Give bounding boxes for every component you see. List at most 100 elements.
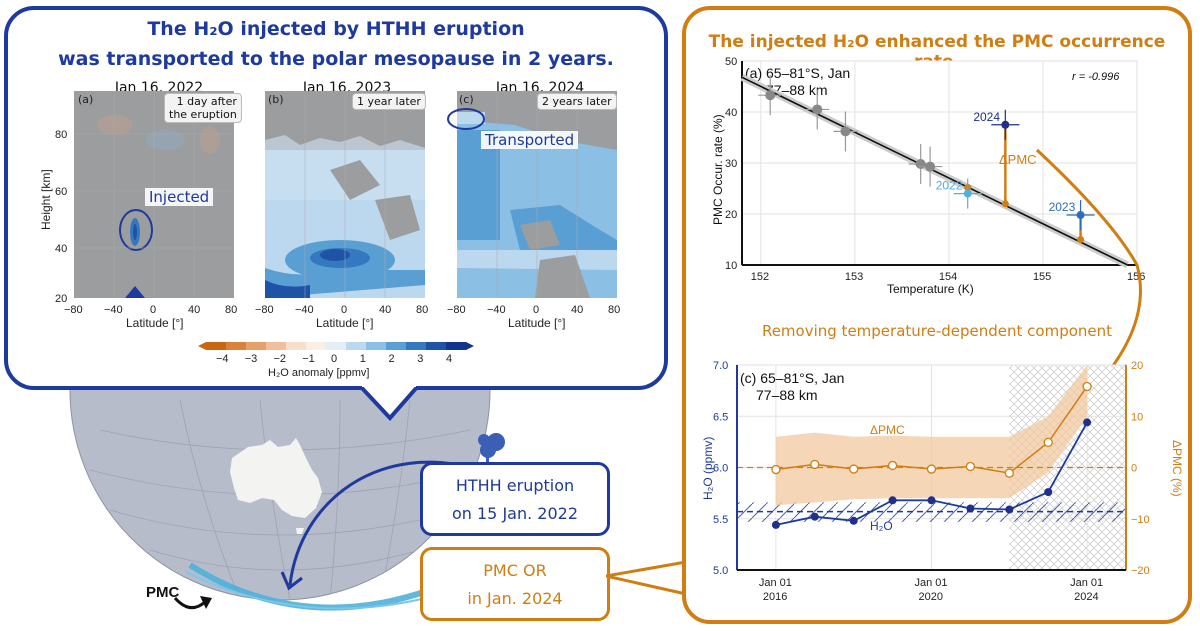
colorbar-swatch [306, 342, 327, 350]
fit-line [741, 76, 1128, 266]
x-tick: 40 [188, 304, 200, 316]
colorbar-swatch [246, 342, 267, 350]
h2o-point [849, 516, 858, 525]
colorbar-swatch [366, 342, 387, 350]
h2o-point [1083, 418, 1092, 427]
scatter-point [812, 104, 823, 115]
dpmc-point [965, 461, 976, 472]
ts-y-tick-left: 6.0 [713, 463, 728, 475]
injected-circle [119, 209, 153, 251]
scatter-y-tick: 40 [725, 107, 737, 119]
map-b-note: 1 year later [352, 93, 426, 110]
colorbar-swatch [206, 342, 227, 350]
transported-circle [447, 108, 485, 130]
ts-title: (c) 65–81°S, Jan [740, 370, 844, 386]
scatter-x-tick: 155 [1033, 271, 1051, 283]
h2o-point [966, 504, 975, 513]
x-axis-label: Latitude [°] [508, 316, 566, 330]
x-tick: 0 [533, 304, 539, 316]
right-subtitle: Removing temperature-dependent component [761, 322, 1113, 340]
delta-pmc-base [1001, 200, 1009, 208]
ts-y-tick-right: 20 [1131, 360, 1143, 372]
scatter-x-tick: 153 [845, 271, 863, 283]
scatter-ylabel: PMC Occur. rate (%) [711, 114, 725, 225]
y-tick: 60 [55, 186, 67, 198]
scatter-x-tick: 156 [1127, 271, 1145, 283]
eruption-box: HTHH eruption on 15 Jan. 2022 [420, 462, 610, 536]
eruption-box-line1: HTHH eruption [455, 476, 575, 495]
scatter-title: (a) 65–81°S, Jan [745, 65, 850, 81]
dpmc-point [926, 464, 937, 474]
ts-x-tick-year: 2020 [919, 591, 943, 603]
colorbar-label: H₂O anomaly [ppmv] [268, 367, 369, 379]
x-tick: −40 [295, 304, 314, 316]
dpmc-point [1043, 437, 1053, 448]
x-tick: 80 [225, 304, 237, 316]
ts-y-tick-right: 10 [1131, 411, 1143, 423]
colorbar-tick: 4 [446, 353, 452, 365]
ts-y-tick-right: −20 [1131, 565, 1150, 577]
pmc-curly-arrow [173, 596, 206, 610]
delta-pmc-label: ΔPMC [999, 152, 1037, 167]
x-tick: 40 [379, 304, 391, 316]
ts-x-tick-year: 2016 [763, 591, 787, 603]
pmc-box-line1: PMC OR [483, 561, 547, 580]
x-tick: 40 [571, 304, 583, 316]
colorbar-extend-low [198, 342, 206, 350]
ts-ylabel-left: H₂O (ppmv) [701, 437, 715, 500]
dpmc-point [887, 460, 898, 471]
colorbar-swatch [226, 342, 247, 350]
scatter-point [765, 90, 776, 101]
scatter-x-tick: 152 [751, 271, 769, 283]
h2o-point [771, 520, 780, 529]
map-a-note: 1 day after the eruption [164, 93, 242, 123]
colorbar-tick: 0 [331, 353, 337, 365]
x-tick: −40 [487, 304, 506, 316]
colorbar-tick: −3 [245, 353, 258, 365]
x-tick: −80 [255, 304, 274, 316]
ts-subtitle: 77–88 km [756, 387, 817, 403]
dpmc-point [849, 464, 859, 474]
ts-x-tick: Jan 01 [1070, 577, 1103, 589]
x-tick: 0 [150, 304, 156, 316]
ts-y-tick-left: 5.0 [713, 565, 728, 577]
x-tick: 80 [608, 304, 620, 316]
pmc-scatter-and-timeseries: 152 153 154 155 156 10 20 30 40 50 (a) 65–81°S, J… [701, 56, 1184, 603]
scatter-point-label: 2024 [973, 110, 1000, 124]
map-a-note-line1: 1 day after [176, 95, 237, 108]
h2o-point [927, 496, 936, 505]
map-c-note-line1: 2 years later [542, 95, 612, 108]
scatter-point [840, 126, 851, 137]
y-tick: 80 [55, 129, 67, 141]
colorbar-tick: 3 [417, 353, 423, 365]
curved-arrow-to-timeseries [1035, 148, 1142, 381]
h2o-point [810, 512, 819, 521]
pmc-or-box: PMC OR in Jan. 2024 [420, 547, 610, 621]
colorbar-swatch [426, 342, 447, 350]
eruption-plume-icon [478, 433, 505, 462]
colorbar-tick: 2 [389, 353, 395, 365]
left-title-line2: was transported to the polar mesopause i… [58, 48, 614, 70]
h2o-point [1005, 505, 1014, 514]
map-a-note-line2: the eruption [169, 108, 237, 121]
scatter-labeled-point [963, 189, 972, 198]
dpmc-point [810, 459, 820, 470]
map-a-panel-label: (a) [78, 93, 94, 106]
colorbar-swatch [286, 342, 307, 350]
scatter-xlabel: Temperature (K) [887, 282, 974, 296]
ts-series-label-dpmc: ΔPMC [870, 423, 905, 437]
scatter-point-label: 2022 [936, 179, 963, 193]
ts-y-tick-left: 5.5 [713, 514, 728, 526]
pmc-box-line2: in Jan. 2024 [467, 589, 563, 608]
ts-series-label-h2o: H₂O [870, 519, 893, 533]
dpmc-point [1004, 468, 1014, 478]
x-axis-label: Latitude [°] [316, 316, 374, 330]
map-b-panel-label: (b) [268, 93, 284, 106]
colorbar-tick: −2 [274, 353, 287, 365]
map-b-note-line1: 1 year later [357, 95, 421, 108]
x-tick: −80 [447, 304, 466, 316]
colorbar-swatch [346, 342, 367, 350]
scatter-labeled-point [1076, 211, 1085, 220]
map-c-plot [447, 91, 617, 298]
ts-y-tick-left: 7.0 [713, 360, 728, 372]
